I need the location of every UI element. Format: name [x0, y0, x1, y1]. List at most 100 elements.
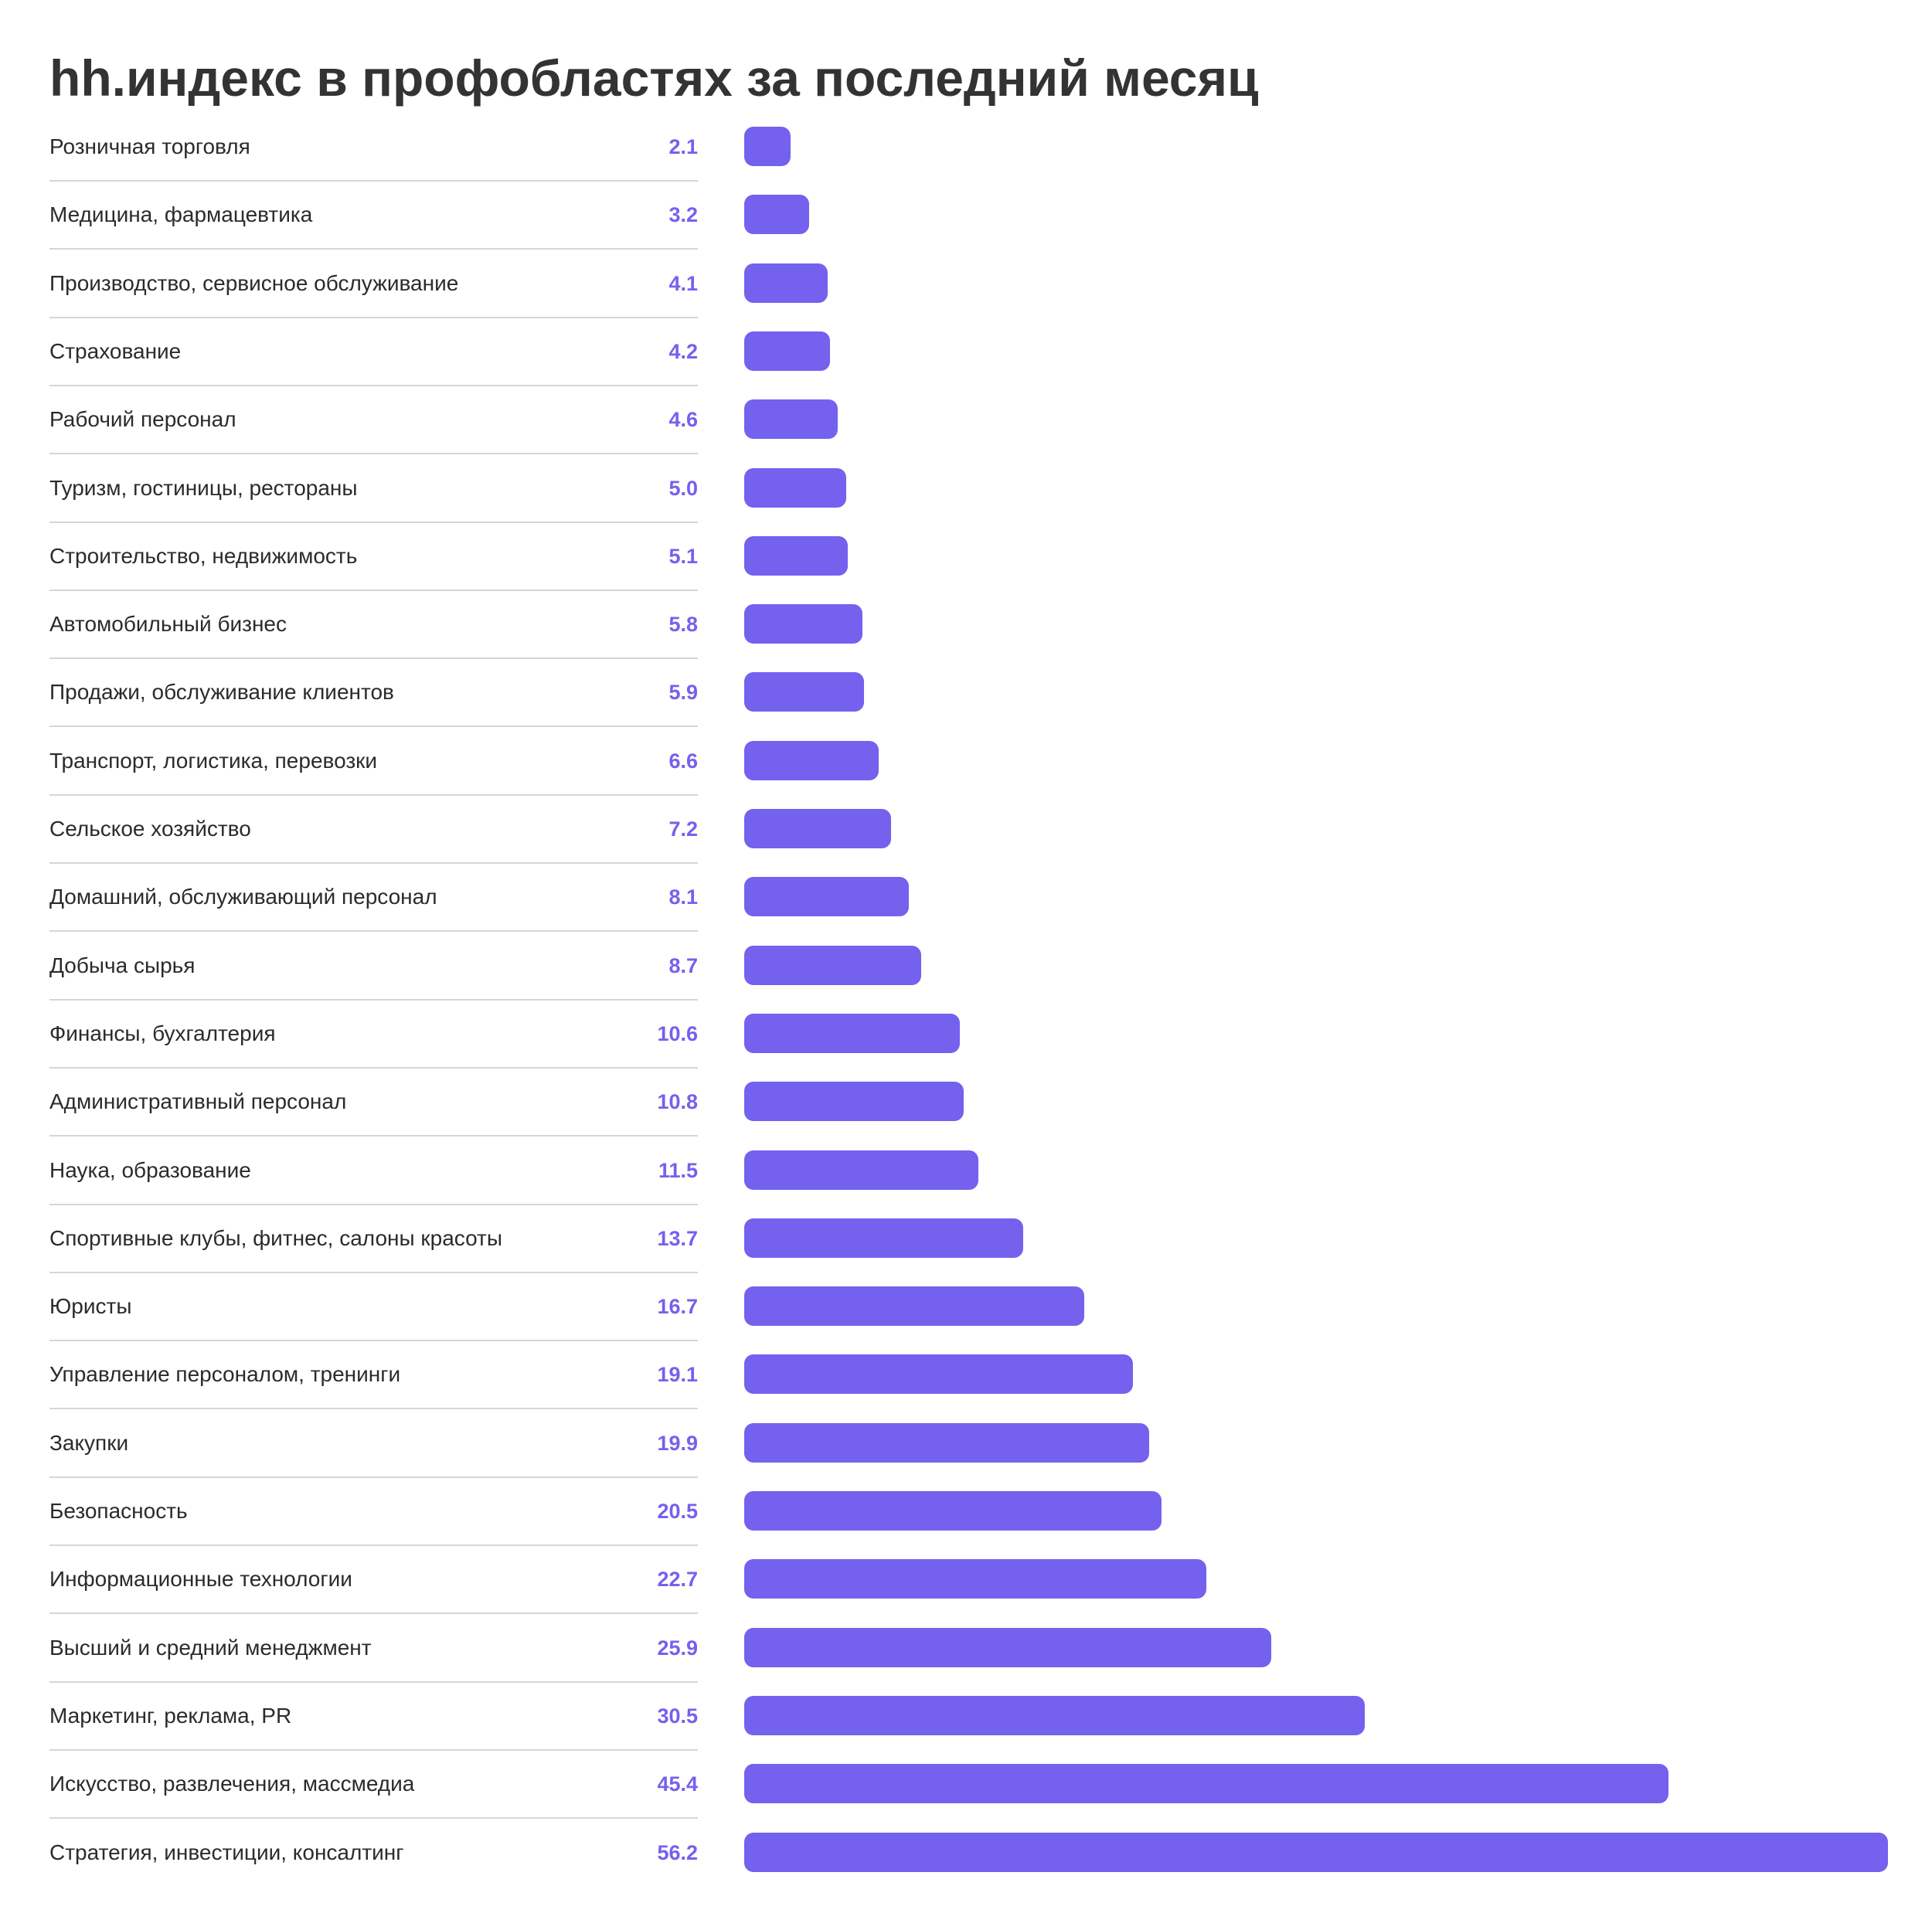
value-label: 22.7 — [657, 1568, 698, 1592]
bar — [744, 740, 879, 780]
bar-row: Безопасность 20.5 — [0, 1477, 1932, 1546]
row-divider — [49, 1748, 698, 1751]
bar — [744, 127, 791, 166]
bar — [744, 877, 910, 917]
bar-row: Стратегия, инвестиции, консалтинг 56.2 — [0, 1819, 1932, 1887]
row-divider — [49, 1476, 698, 1478]
category-label: Добыча сырья — [49, 953, 196, 977]
bar-row: Продажи, обслуживание клиентов 5.9 — [0, 658, 1932, 728]
bar-row: Наука, образование 11.5 — [0, 1137, 1932, 1205]
category-label: Транспорт, логистика, перевозки — [49, 748, 378, 773]
value-label: 56.2 — [657, 1840, 698, 1864]
bar — [744, 1286, 1084, 1327]
row-divider — [49, 725, 698, 728]
value-label: 11.5 — [658, 1158, 698, 1182]
category-label: Автомобильный бизнес — [49, 612, 287, 637]
bar — [744, 1082, 964, 1122]
category-label: Высший и средний менеджмент — [49, 1635, 372, 1660]
bar — [744, 1559, 1206, 1599]
bar-row: Добыча сырья 8.7 — [0, 932, 1932, 1001]
bar — [744, 604, 862, 644]
bar — [744, 1695, 1366, 1735]
value-label: 5.0 — [668, 476, 698, 500]
category-label: Домашний, обслуживающий персонал — [49, 885, 437, 909]
category-label: Наука, образование — [49, 1157, 251, 1182]
row-divider — [49, 1340, 698, 1342]
category-label: Стратегия, инвестиции, консалтинг — [49, 1840, 404, 1864]
bar-row: Управление персоналом, тренинги 19.1 — [0, 1340, 1932, 1410]
bar — [744, 945, 922, 985]
row-divider — [49, 248, 698, 250]
row-divider — [49, 930, 698, 933]
value-label: 4.2 — [668, 339, 698, 363]
category-label: Страхование — [49, 338, 182, 363]
category-label: Продажи, обслуживание клиентов — [49, 680, 394, 705]
value-label: 19.1 — [657, 1363, 698, 1387]
category-label: Розничная торговля — [49, 134, 250, 158]
bar-row: Туризм, гостиницы, рестораны 5.0 — [0, 454, 1932, 523]
value-label: 6.6 — [668, 749, 698, 773]
row-divider — [49, 1066, 698, 1069]
bar — [744, 195, 810, 235]
row-divider — [49, 862, 698, 864]
bar — [744, 1832, 1888, 1872]
row-divider — [49, 657, 698, 660]
category-label: Туризм, гостиницы, рестораны — [49, 475, 358, 500]
row-divider — [49, 998, 698, 1001]
row-divider — [49, 521, 698, 523]
row-divider — [49, 793, 698, 796]
value-label: 25.9 — [657, 1636, 698, 1660]
bar-row: Административный персонал 10.8 — [0, 1068, 1932, 1137]
row-divider — [49, 316, 698, 318]
category-label: Информационные технологии — [49, 1567, 352, 1592]
category-label: Управление персоналом, тренинги — [49, 1362, 401, 1387]
bar-row: Производство, сервисное обслуживание 4.1 — [0, 250, 1932, 318]
category-label: Административный персонал — [49, 1089, 347, 1114]
category-label: Сельское хозяйство — [49, 817, 251, 841]
row-divider — [49, 384, 698, 386]
bar — [744, 1422, 1150, 1463]
category-label: Безопасность — [49, 1499, 188, 1523]
value-label: 8.7 — [668, 953, 698, 977]
bar-row: Финансы, бухгалтерия 10.6 — [0, 1000, 1932, 1069]
bar-row: Маркетинг, реклама, PR 30.5 — [0, 1682, 1932, 1751]
value-label: 13.7 — [657, 1226, 698, 1250]
category-label: Рабочий персонал — [49, 407, 236, 432]
category-label: Спортивные клубы, фитнес, салоны красоты — [49, 1225, 503, 1250]
value-label: 16.7 — [657, 1295, 698, 1319]
bar-row: Розничная торговля 2.1 — [0, 113, 1932, 182]
value-label: 5.1 — [668, 544, 698, 568]
category-label: Юристы — [49, 1294, 132, 1319]
row-divider — [49, 1408, 698, 1410]
bar — [744, 535, 849, 576]
row-divider — [49, 1817, 698, 1820]
row-divider — [49, 180, 698, 182]
category-label: Строительство, недвижимость — [49, 543, 358, 568]
bar — [744, 467, 846, 508]
bar — [744, 1013, 961, 1053]
value-label: 5.8 — [668, 613, 698, 637]
bar-row: Транспорт, логистика, перевозки 6.6 — [0, 727, 1932, 796]
value-label: 8.1 — [668, 885, 698, 909]
bar — [744, 1218, 1023, 1258]
category-label: Искусство, развлечения, массмедиа — [49, 1772, 415, 1796]
bar-row: Рабочий персонал 4.6 — [0, 386, 1932, 455]
bar — [744, 1491, 1162, 1531]
bar-row: Юристы 16.7 — [0, 1273, 1932, 1342]
value-label: 10.6 — [657, 1021, 698, 1045]
row-divider — [49, 453, 698, 455]
bar — [744, 1627, 1272, 1667]
category-label: Финансы, бухгалтерия — [49, 1021, 276, 1045]
bar-row: Сельское хозяйство 7.2 — [0, 795, 1932, 864]
bar — [744, 1150, 978, 1190]
value-label: 19.9 — [657, 1431, 698, 1455]
bar-row: Закупки 19.9 — [0, 1409, 1932, 1478]
bar-row: Спортивные клубы, фитнес, салоны красоты… — [0, 1205, 1932, 1273]
row-divider — [49, 1680, 698, 1683]
bar — [744, 1764, 1668, 1804]
bar-row: Домашний, обслуживающий персонал 8.1 — [0, 863, 1932, 933]
chart-title: hh.индекс в профобластях за последний ме… — [49, 49, 1259, 107]
value-label: 30.5 — [657, 1704, 698, 1728]
bar — [744, 809, 891, 848]
